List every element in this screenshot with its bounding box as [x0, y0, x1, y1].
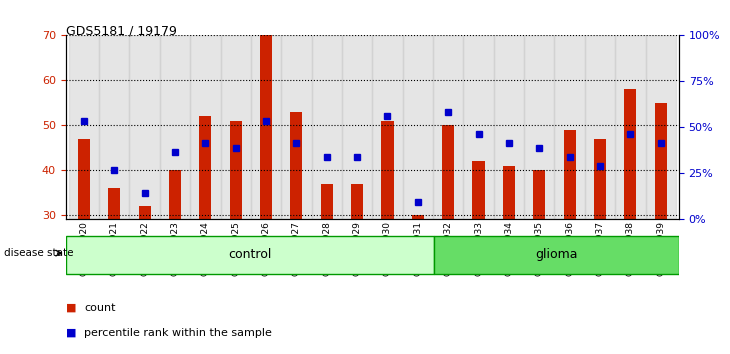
Bar [472, 161, 485, 219]
Bar [342, 35, 372, 219]
FancyBboxPatch shape [434, 236, 679, 274]
Bar [585, 35, 615, 219]
Bar [655, 103, 666, 219]
Bar [555, 35, 585, 219]
Bar [69, 35, 99, 219]
Bar [190, 35, 220, 219]
Bar [78, 139, 90, 219]
Bar [433, 35, 464, 219]
Bar [524, 35, 555, 219]
Bar [99, 35, 129, 219]
Bar [564, 130, 576, 219]
Bar [312, 35, 342, 219]
Bar [645, 35, 676, 219]
Bar [381, 121, 393, 219]
Bar [281, 35, 312, 219]
Bar [493, 35, 524, 219]
Bar [139, 206, 150, 219]
Text: glioma: glioma [535, 249, 577, 261]
Bar [251, 35, 281, 219]
Text: percentile rank within the sample: percentile rank within the sample [84, 328, 272, 338]
Bar [291, 112, 302, 219]
Bar [412, 215, 424, 219]
Bar [351, 184, 364, 219]
Bar [199, 116, 212, 219]
Bar [533, 170, 545, 219]
Bar [220, 35, 251, 219]
Text: count: count [84, 303, 115, 313]
Bar [169, 170, 181, 219]
Bar [594, 139, 606, 219]
Text: ■: ■ [66, 303, 76, 313]
Text: GDS5181 / 19179: GDS5181 / 19179 [66, 25, 177, 38]
Bar [624, 89, 637, 219]
Bar [615, 35, 645, 219]
Bar [230, 121, 242, 219]
FancyBboxPatch shape [66, 236, 434, 274]
Bar [372, 35, 403, 219]
Bar [464, 35, 493, 219]
Bar [442, 125, 454, 219]
Bar [108, 188, 120, 219]
Bar [160, 35, 190, 219]
Text: control: control [228, 249, 272, 261]
Bar [503, 166, 515, 219]
Bar [129, 35, 160, 219]
Bar [403, 35, 433, 219]
Text: ■: ■ [66, 328, 76, 338]
Text: disease state: disease state [4, 248, 73, 258]
Bar [320, 184, 333, 219]
Bar [260, 35, 272, 219]
